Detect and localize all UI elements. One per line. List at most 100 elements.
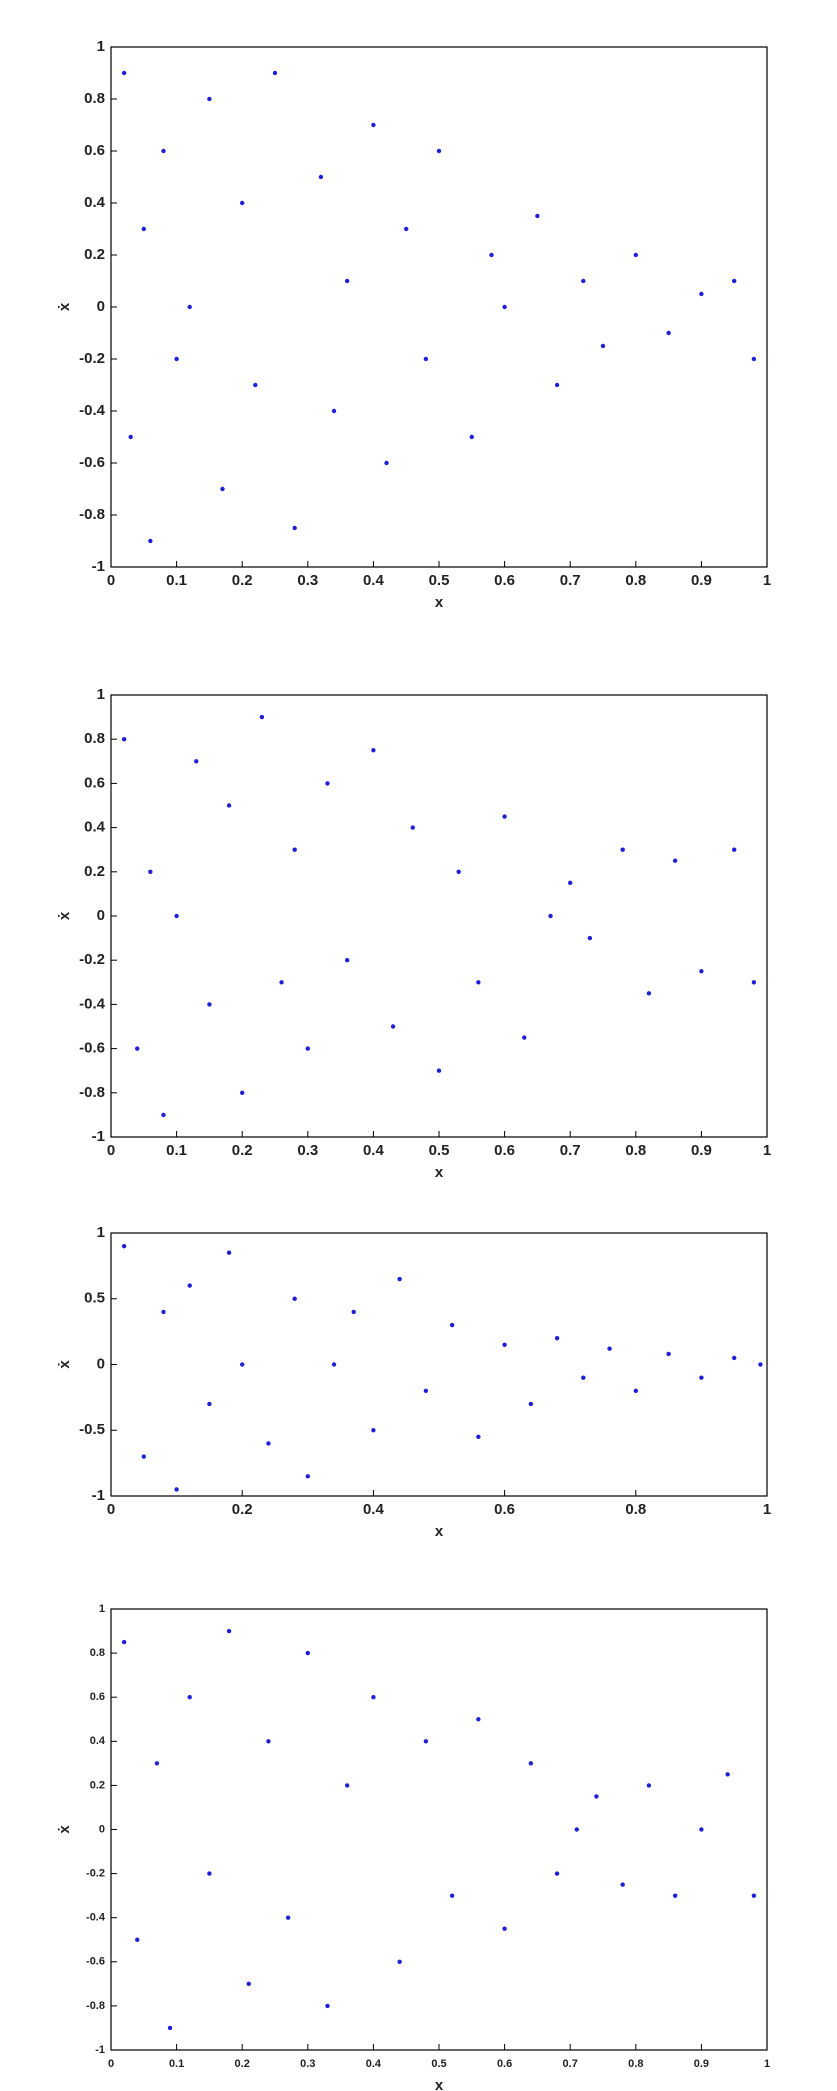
point [535,213,540,219]
point [502,814,507,819]
y-tick-label: 0.8 [84,730,105,747]
point [751,980,757,985]
y-tick-label: -0.6 [86,1956,105,1968]
point [633,1388,638,1394]
point [325,2003,330,2009]
point [207,96,212,102]
point [187,1695,192,1700]
x-tick-label: 0.4 [363,1142,385,1159]
x-axis-label: x [435,594,444,611]
point [469,434,474,440]
x-tick-label: 0.7 [560,572,581,589]
point [240,200,245,206]
point [154,1761,160,1766]
point [371,1695,376,1700]
point [410,825,415,830]
point [587,935,593,941]
point [207,1002,212,1007]
point [292,1296,297,1301]
point [646,1783,652,1788]
y-tick-label: 0 [97,1355,105,1372]
point [758,1362,763,1367]
point [666,1351,671,1357]
point [305,1046,310,1051]
x-tick-label: 1 [764,2058,770,2070]
point [502,1926,507,1931]
y-tick-label: 0.6 [90,1691,105,1703]
point [404,226,409,232]
x-tick-label: 0.9 [691,1142,712,1159]
point [240,1090,245,1096]
point [331,1362,337,1367]
point [344,1783,350,1788]
point [633,252,638,258]
x-tick-label: 0 [107,1142,115,1159]
y-tick-label: 0 [97,907,105,924]
point [174,1487,179,1492]
x-axis-label: x [435,1523,444,1540]
x-tick-label: 0.1 [166,1142,187,1159]
x-tick-label: 0.2 [235,2058,250,2070]
y-tick-label: -1 [95,2044,105,2056]
point [436,1068,442,1073]
point [121,737,127,742]
point [226,1628,232,1634]
point [732,1355,737,1361]
y-tick-label: -1 [92,558,105,575]
point [528,1761,534,1766]
y-tick-label: -1 [92,1128,105,1145]
x-tick-label: 0 [107,1501,115,1518]
point [725,1772,730,1777]
x-tick-label: 1 [763,572,771,589]
x-tick-label: 0.3 [297,572,318,589]
point [292,847,297,852]
point [594,1794,599,1799]
point [226,1250,232,1255]
point [371,122,376,128]
y-tick-label: -0.4 [86,1912,106,1924]
x-tick-label: 0.6 [497,2058,512,2070]
point [161,148,166,154]
x-tick-label: 0 [107,572,115,589]
x-tick-label: 0 [108,2058,114,2070]
point [305,1474,310,1479]
point [581,1375,586,1380]
x-axis-label: x [435,1164,444,1181]
point [456,869,461,874]
point [751,356,757,362]
y-tick-label: 1 [97,38,105,55]
point [423,356,429,362]
x-tick-label: 0.7 [560,1142,581,1159]
point [253,382,258,388]
y-tick-label: -0.8 [79,506,105,523]
point [141,1454,146,1459]
point [646,991,652,996]
y-tick-label: 1 [97,1224,105,1241]
y-tick-label: 1 [97,686,105,703]
x-tick-label: 1 [763,1501,771,1518]
point [554,382,560,388]
point [121,1639,127,1645]
y-tick-label: -0.2 [79,350,105,367]
y-tick-label: 0.4 [84,194,106,211]
x-tick-label: 0.9 [691,572,712,589]
point [476,1434,481,1440]
x-tick-label: 0.3 [300,2058,315,2070]
point [194,759,199,764]
y-tick-label: 0 [97,298,105,315]
point [600,343,606,349]
y-tick-label: -0.6 [79,1040,105,1057]
point [285,1915,291,1920]
point [351,1309,356,1315]
y-tick-label: 0.8 [84,90,105,107]
x-tick-label: 1 [763,1142,771,1159]
y-tick-label: 0.5 [84,1290,105,1307]
point [371,1428,376,1433]
point [266,1739,271,1744]
x-tick-label: 0.2 [232,572,253,589]
y-tick-label: -0.8 [86,2000,105,2012]
x-tick-label: 0.8 [625,572,646,589]
point [423,1388,429,1394]
x-tick-label: 0.5 [431,2058,446,2070]
